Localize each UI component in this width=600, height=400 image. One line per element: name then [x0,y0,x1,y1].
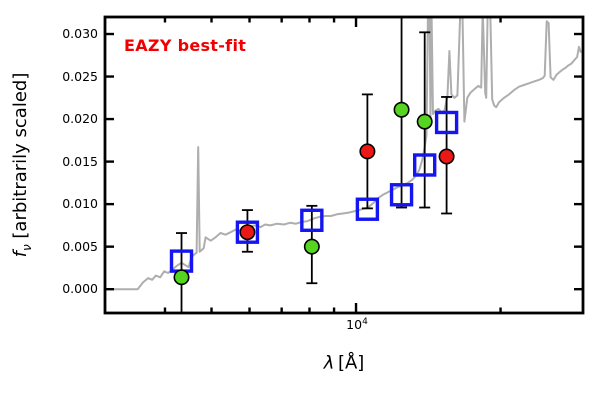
observed-circle-marker [393,101,410,118]
y-tick-label: 0.015 [62,153,98,169]
y-tick-label: 0.010 [62,196,98,212]
plot-frame [103,15,585,315]
x-axis-label: λ [Å] [323,352,365,374]
template-square-marker [412,153,437,177]
template-square-marker [235,220,260,244]
template-square-marker [434,110,459,135]
observed-circle-marker [173,269,190,286]
y-axis-label: fν [arbitrarily scaled] [10,72,34,258]
y-tick-label: 0.020 [62,111,98,127]
observed-circle-marker [416,113,433,130]
observed-circle-marker [303,238,320,255]
error-bars-group [176,17,453,313]
observed-circle-marker [359,143,376,160]
observed-circle-marker [438,148,455,165]
y-tick-label: 0.005 [62,238,98,254]
template-square-marker [389,183,414,207]
y-tick-label: 0.000 [62,281,98,297]
x-tick-label-10e4: 104 [346,317,368,333]
observed-circle-marker [239,224,256,241]
y-tick-label: 0.025 [62,68,98,84]
bestfit-annotation: EAZY best-fit [124,36,247,55]
template-square-marker [355,197,380,221]
template-square-marker [300,208,324,232]
y-tick-label: 0.030 [62,26,98,41]
